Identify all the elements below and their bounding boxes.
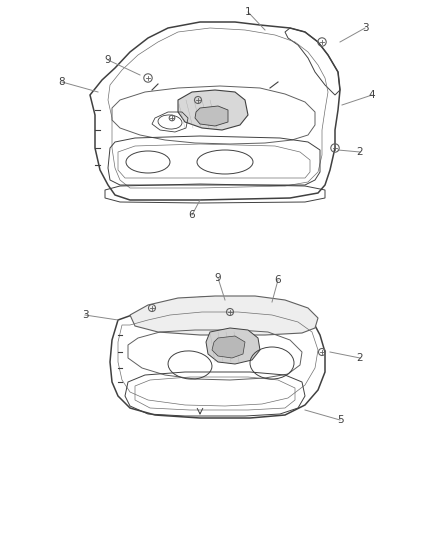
Polygon shape [195, 106, 228, 126]
Text: 2: 2 [357, 147, 363, 157]
Text: 6: 6 [189, 210, 195, 220]
Text: 3: 3 [362, 23, 368, 33]
Text: 3: 3 [82, 310, 88, 320]
Text: 2: 2 [357, 353, 363, 363]
Text: 1: 1 [245, 7, 251, 17]
Text: 4: 4 [369, 90, 375, 100]
Text: 8: 8 [59, 77, 65, 87]
Polygon shape [178, 90, 248, 130]
Polygon shape [212, 336, 245, 358]
Text: 9: 9 [105, 55, 111, 65]
Text: 5: 5 [337, 415, 343, 425]
Polygon shape [130, 296, 318, 335]
Text: 9: 9 [215, 273, 221, 283]
Text: 6: 6 [275, 275, 281, 285]
Polygon shape [206, 328, 260, 364]
